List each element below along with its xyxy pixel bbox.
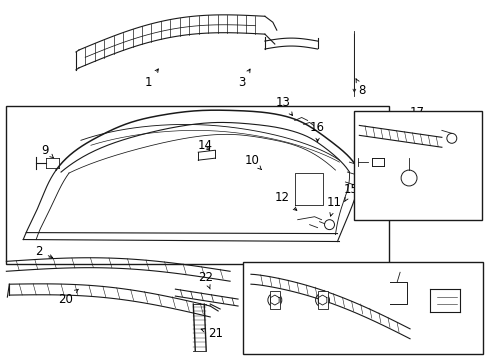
Text: 21: 21 bbox=[201, 327, 222, 340]
Text: 20: 20 bbox=[59, 289, 78, 306]
Text: 6: 6 bbox=[325, 270, 333, 286]
Bar bbox=[243, 262, 482, 354]
Text: 18: 18 bbox=[407, 154, 426, 167]
Text: 17: 17 bbox=[408, 106, 424, 119]
Text: 4: 4 bbox=[462, 288, 469, 303]
Text: 10: 10 bbox=[244, 154, 261, 170]
Text: 12: 12 bbox=[274, 192, 296, 210]
Text: 19: 19 bbox=[381, 140, 396, 153]
Text: 2: 2 bbox=[35, 245, 53, 258]
Bar bbox=[269, 291, 279, 309]
Bar bbox=[317, 291, 327, 309]
Text: 8: 8 bbox=[355, 79, 365, 97]
Text: 11: 11 bbox=[326, 196, 341, 216]
Text: 16: 16 bbox=[309, 121, 325, 141]
Bar bbox=[354, 111, 481, 220]
Text: 14: 14 bbox=[197, 139, 212, 152]
Text: 9: 9 bbox=[41, 144, 54, 158]
Text: 22: 22 bbox=[197, 271, 212, 289]
Text: 13: 13 bbox=[275, 96, 292, 116]
Text: 3: 3 bbox=[238, 69, 249, 89]
Text: 5: 5 bbox=[305, 306, 317, 323]
Text: 15: 15 bbox=[343, 184, 358, 202]
Bar bbox=[6, 105, 388, 264]
Text: 7: 7 bbox=[402, 297, 409, 311]
Text: 1: 1 bbox=[144, 69, 158, 89]
